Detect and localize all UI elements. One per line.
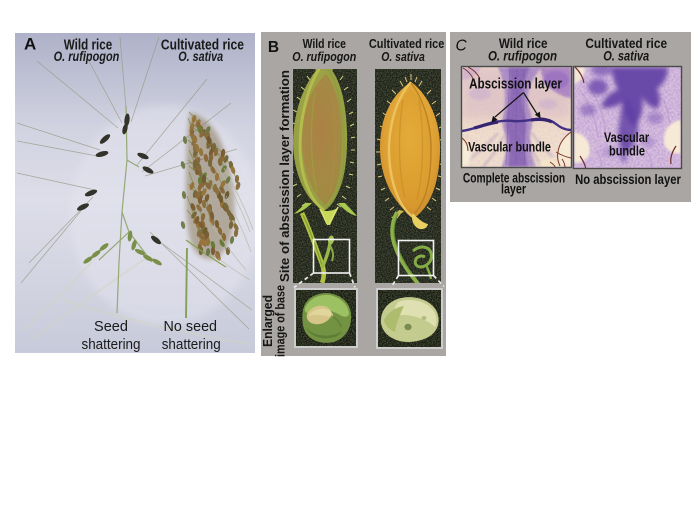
svg-text:Wild rice: Wild rice [303,36,346,51]
svg-text:C: C [456,37,468,54]
svg-text:B: B [268,39,279,56]
svg-text:O. rufipogon: O. rufipogon [488,49,557,64]
svg-text:Seed: Seed [94,319,128,335]
svg-text:A: A [24,35,36,54]
svg-text:Vascular: Vascular [604,130,650,145]
svg-text:image of base: image of base [274,285,288,357]
svg-text:layer: layer [501,182,527,197]
svg-text:Wild rice: Wild rice [499,36,548,51]
svg-text:Cultivated rice: Cultivated rice [161,37,244,53]
svg-text:shattering: shattering [162,337,221,353]
svg-text:Wild rice: Wild rice [64,37,112,53]
svg-text:O. rufipogon: O. rufipogon [292,49,356,64]
svg-text:Abscission layer: Abscission layer [469,77,562,93]
svg-text:shattering: shattering [82,337,141,353]
svg-text:Complete abscission: Complete abscission [463,171,565,186]
svg-text:O. rufipogon: O. rufipogon [54,48,120,64]
svg-text:Cultivated rice: Cultivated rice [585,36,667,51]
svg-text:O. sativa: O. sativa [603,49,649,64]
svg-text:No seed: No seed [164,319,218,335]
svg-text:No abscission layer: No abscission layer [575,172,681,187]
svg-text:Vascular bundle: Vascular bundle [468,140,551,155]
svg-text:Site of abscission layer forma: Site of abscission layer formation [278,70,292,282]
svg-text:Cultivated rice: Cultivated rice [369,36,444,51]
svg-text:Enlarged: Enlarged [261,295,275,347]
svg-text:O. sativa: O. sativa [381,49,425,64]
svg-text:bundle: bundle [609,143,645,158]
svg-text:O. sativa: O. sativa [178,48,223,64]
